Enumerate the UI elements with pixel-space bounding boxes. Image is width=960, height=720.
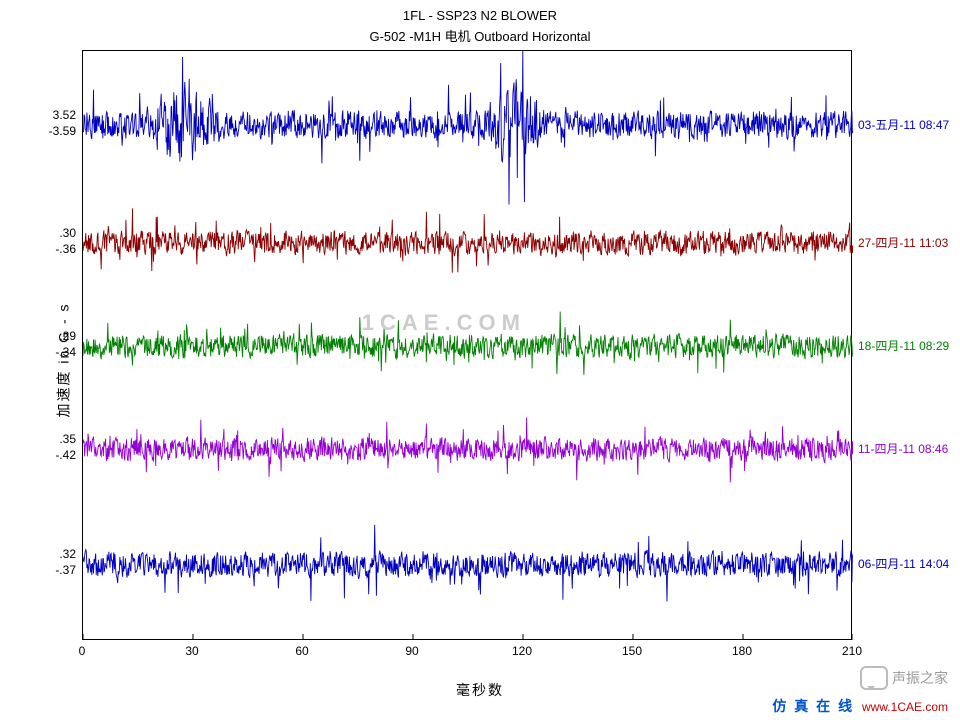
- y-axis-label: 加速度 in G - s: [54, 302, 74, 417]
- chat-bubble-icon: [860, 666, 888, 690]
- plot-frame: 1CAE.COM: [82, 50, 852, 640]
- chart-title-line2: G-502 -M1H 电机 Outboard Horizontal: [0, 26, 960, 45]
- trace-range-neg: -.42: [0, 448, 76, 462]
- trace-range-neg: -3.59: [0, 124, 76, 138]
- waveform-svg: [83, 51, 853, 641]
- trace-range-pos: .35: [0, 432, 76, 446]
- footer-logo: 声振之家: [860, 666, 948, 690]
- x-tick-label: 180: [732, 644, 752, 658]
- x-tick-label: 150: [622, 644, 642, 658]
- trace-date-label: 11-四月-11 08:46: [858, 440, 948, 457]
- trace-range-pos: .30: [0, 226, 76, 240]
- x-tick-label: 30: [185, 644, 198, 658]
- footer-red-text: www.1CAE.com: [862, 700, 948, 714]
- trace-date-label: 03-五月-11 08:47: [858, 116, 949, 133]
- footer-blue-text: 仿 真 在 线: [772, 698, 854, 714]
- waveform-trace: [83, 51, 853, 205]
- x-tick-label: 90: [405, 644, 418, 658]
- trace-date-label: 18-四月-11 08:29: [858, 337, 949, 354]
- x-tick-label: 60: [295, 644, 308, 658]
- x-tick-label: 0: [79, 644, 86, 658]
- waveform-trace: [83, 417, 853, 482]
- trace-range-neg: -.36: [0, 242, 76, 256]
- x-tick-label: 210: [842, 644, 862, 658]
- trace-range-pos: 3.52: [0, 108, 76, 122]
- footer-text: 仿 真 在 线 www.1CAE.com: [772, 696, 948, 716]
- waveform-trace: [83, 312, 853, 375]
- waveform-trace: [83, 525, 853, 602]
- trace-range-neg: -.34: [0, 345, 76, 359]
- trace-date-label: 06-四月-11 14:04: [858, 555, 949, 572]
- chart-title-line1: 1FL - SSP23 N2 BLOWER: [0, 8, 960, 23]
- trace-range-pos: .29: [0, 329, 76, 343]
- trace-date-label: 27-四月-11 11:03: [858, 234, 948, 251]
- waveform-trace: [83, 208, 853, 272]
- trace-range-pos: .32: [0, 547, 76, 561]
- footer-logo-text: 声振之家: [892, 668, 948, 688]
- trace-range-neg: -.37: [0, 563, 76, 577]
- x-tick-label: 120: [512, 644, 532, 658]
